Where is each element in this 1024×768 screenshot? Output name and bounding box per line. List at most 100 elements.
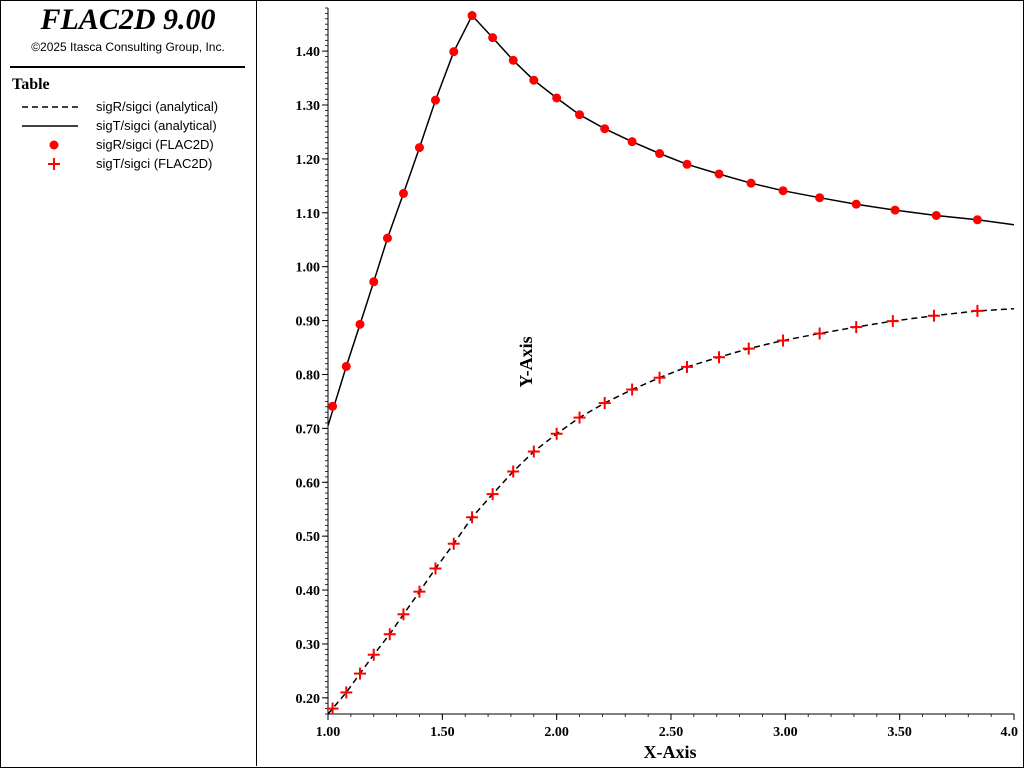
axes: 0.20 0.30 0.40 0.50 0.60 0.70 0.80 0.90 1.00 1.10… bbox=[296, 7, 1019, 740]
data-point-plus bbox=[466, 511, 479, 524]
legend-item-sigr-analytical: sigR/sigci (analytical) bbox=[0, 98, 256, 116]
x-tick-label: 3.00 bbox=[773, 725, 798, 740]
y-tick-label: 0.60 bbox=[296, 476, 321, 491]
divider bbox=[10, 66, 245, 68]
data-point-circle bbox=[627, 137, 637, 147]
data-point-plus bbox=[486, 488, 499, 501]
data-point-circle bbox=[414, 143, 424, 153]
legend-label: sigT/sigci (analytical) bbox=[96, 118, 217, 133]
data-point-circle bbox=[529, 75, 539, 85]
circle-marker-icon bbox=[49, 140, 59, 150]
data-point-circle bbox=[890, 205, 900, 215]
data-point-circle bbox=[382, 233, 392, 243]
app-title: FLAC2D 9.00 bbox=[40, 3, 216, 36]
y-axis-title: Y-Axis bbox=[516, 336, 536, 387]
data-point-plus bbox=[742, 342, 755, 355]
plus-marker-icon bbox=[48, 158, 60, 170]
legend-label: sigR/sigci (analytical) bbox=[96, 99, 219, 114]
legend-item-sigt-flac2d: sigT/sigci (FLAC2D) bbox=[0, 155, 256, 173]
data-point-circle bbox=[851, 199, 861, 209]
data-point-plus bbox=[447, 537, 460, 550]
y-tick-label: 0.40 bbox=[296, 584, 321, 599]
legend-label: sigR/sigci (FLAC2D) bbox=[96, 137, 214, 152]
data-point-circle bbox=[467, 11, 477, 21]
series-circle-marker bbox=[328, 11, 982, 411]
legend-title: Table bbox=[12, 76, 50, 93]
data-point-circle bbox=[815, 193, 825, 203]
data-point-plus bbox=[397, 608, 410, 621]
dashed-line-icon bbox=[22, 106, 78, 108]
solid-line-icon bbox=[22, 125, 78, 127]
data-point-plus bbox=[927, 309, 940, 322]
x-axis-title: X-Axis bbox=[644, 742, 697, 762]
x-tick-label: 1.50 bbox=[430, 725, 455, 740]
data-point-plus bbox=[626, 383, 639, 396]
data-point-circle bbox=[398, 188, 408, 198]
x-tick-label: 1.00 bbox=[316, 725, 341, 740]
data-point-plus bbox=[713, 351, 726, 364]
legend-label: sigT/sigci (FLAC2D) bbox=[96, 156, 213, 171]
data-point-circle bbox=[369, 277, 379, 287]
data-point-plus bbox=[354, 667, 367, 680]
data-point-plus bbox=[340, 686, 353, 699]
legend-item-sigr-flac2d: sigR/sigci (FLAC2D) bbox=[0, 136, 256, 154]
chart-svg: 0.20 0.30 0.40 0.50 0.60 0.70 0.80 0.90 1.00 1.10… bbox=[296, 7, 1019, 762]
y-tick-label: 0.30 bbox=[296, 638, 321, 653]
data-point-plus bbox=[429, 562, 442, 575]
legend-item-sigt-analytical: sigT/sigci (analytical) bbox=[0, 117, 256, 135]
y-tick-label: 0.20 bbox=[296, 692, 321, 707]
y-tick-label: 1.30 bbox=[296, 99, 321, 114]
x-tick-label: 4.0 bbox=[1001, 725, 1019, 740]
data-point-plus bbox=[326, 702, 339, 715]
data-point-circle bbox=[552, 93, 562, 103]
x-tick-label: 2.00 bbox=[544, 725, 569, 740]
data-point-plus bbox=[813, 327, 826, 340]
x-tick-label: 2.50 bbox=[659, 725, 684, 740]
data-point-circle bbox=[778, 186, 788, 196]
data-point-plus bbox=[886, 315, 899, 328]
data-point-plus bbox=[971, 304, 984, 317]
data-point-plus bbox=[850, 321, 863, 334]
y-tick-label: 0.70 bbox=[296, 422, 321, 437]
data-point-plus bbox=[383, 628, 396, 641]
data-point-circle bbox=[600, 124, 610, 134]
series-layer bbox=[326, 11, 1015, 715]
legend-panel: FLAC2D 9.00 ©2025 Itasca Consulting Grou… bbox=[0, 0, 257, 766]
y-tick-label: 1.00 bbox=[296, 261, 321, 276]
copyright-text: ©2025 Itasca Consulting Group, Inc. bbox=[31, 40, 225, 54]
data-point-circle bbox=[972, 215, 982, 225]
data-point-circle bbox=[488, 33, 498, 43]
data-point-circle bbox=[508, 55, 518, 65]
data-point-circle bbox=[341, 361, 351, 371]
series-line bbox=[327, 307, 1015, 715]
data-point-circle bbox=[655, 149, 665, 159]
plot-area: 0.20 0.30 0.40 0.50 0.60 0.70 0.80 0.90 1.00 1.10… bbox=[256, 0, 1022, 766]
data-point-plus bbox=[527, 445, 540, 458]
data-point-plus bbox=[777, 334, 790, 347]
x-tick-label: 3.50 bbox=[887, 725, 912, 740]
y-tick-label: 1.20 bbox=[296, 153, 321, 168]
series-solid-line bbox=[327, 14, 1015, 426]
data-point-circle bbox=[931, 210, 941, 220]
y-tick-label: 1.10 bbox=[296, 207, 321, 222]
y-tick-label: 1.40 bbox=[296, 45, 321, 60]
data-point-plus bbox=[550, 427, 563, 440]
data-point-circle bbox=[746, 178, 756, 188]
data-point-circle bbox=[355, 319, 365, 329]
data-point-plus bbox=[653, 371, 666, 384]
data-point-circle bbox=[328, 401, 338, 411]
y-tick-label: 0.50 bbox=[296, 530, 321, 545]
data-point-circle bbox=[682, 159, 692, 169]
series-dashed-line bbox=[327, 307, 1015, 715]
data-point-plus bbox=[598, 397, 611, 410]
data-point-plus bbox=[681, 360, 694, 373]
series-plus-marker bbox=[326, 304, 984, 715]
data-point-circle bbox=[714, 169, 724, 179]
series-line bbox=[327, 14, 1015, 426]
data-point-circle bbox=[449, 47, 459, 57]
data-point-plus bbox=[573, 411, 586, 424]
data-point-plus bbox=[507, 465, 520, 478]
data-point-plus bbox=[367, 648, 380, 661]
y-tick-label: 0.80 bbox=[296, 368, 321, 383]
data-point-circle bbox=[430, 95, 440, 105]
